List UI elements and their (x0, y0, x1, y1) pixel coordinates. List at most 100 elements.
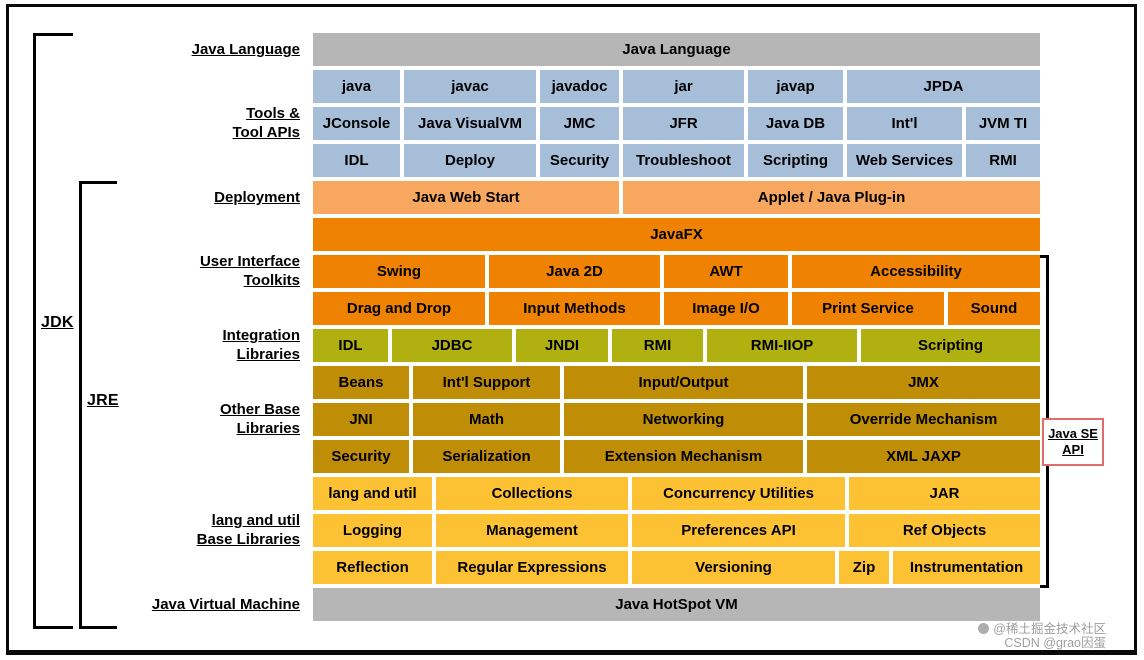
watermark-line-2: CSDN @grao因蛋 (978, 636, 1106, 650)
section-label-line: Java Virtual Machine (151, 596, 300, 613)
section-label-line: Libraries (236, 346, 300, 363)
block-collections: Collections (436, 477, 628, 510)
grid-row-tools-monitoring: JConsole Java VisualVM JMC JFR Java DB Int'l J… (313, 107, 1040, 140)
block-jar: jar (623, 70, 744, 103)
java-se-api-line-1: Java SE (1048, 426, 1098, 441)
block-swing: Swing (313, 255, 485, 288)
block-input-methods: Input Methods (489, 292, 660, 325)
section-label-line: Tools & (246, 105, 300, 122)
block-awt: AWT (664, 255, 788, 288)
block-logging: Logging (313, 514, 432, 547)
block-jndi: JNDI (516, 329, 608, 362)
section-label-line: Deployment (214, 189, 300, 206)
watermark-text-juejin: @稀土掘金技术社区 (993, 622, 1106, 636)
section-label-line: User Interface (199, 253, 300, 270)
grid-row-ui-toolkits-top: Swing Java 2D AWT Accessibility (313, 255, 1040, 288)
block-ref-objects: Ref Objects (849, 514, 1040, 547)
block-beans: Beans (313, 366, 409, 399)
block-javac: javac (404, 70, 536, 103)
block-java-hotspot-vm: Java HotSpot VM (313, 588, 1040, 621)
block-java-db: Java DB (748, 107, 843, 140)
block-versioning: Versioning (632, 551, 835, 584)
block-deploy: Deploy (404, 144, 536, 177)
block-troubleshoot: Troubleshoot (623, 144, 744, 177)
section-label-deployment: Deployment (96, 188, 300, 207)
section-label-integration-libraries: Integration Libraries (96, 326, 301, 364)
grid-row-ui-toolkits-bottom: Drag and Drop Input Methods Image I/O Print… (313, 292, 1040, 325)
block-jmc: JMC (540, 107, 619, 140)
block-zip: Zip (839, 551, 889, 584)
block-rmi-iiop: RMI-IIOP (707, 329, 857, 362)
block-networking: Networking (564, 403, 803, 436)
section-label-tools-tool-apis: Tools & Tool APIs (96, 104, 301, 142)
block-jpda: JPDA (847, 70, 1040, 103)
block-print-service: Print Service (792, 292, 944, 325)
block-regular-expressions: Regular Expressions (436, 551, 628, 584)
section-label-line: Java Language (191, 41, 300, 58)
block-java-2d: Java 2D (489, 255, 660, 288)
grid-row-other-base-2: JNI Math Networking Override Mechanism (313, 403, 1040, 436)
section-label-line: lang and util (211, 512, 300, 529)
section-label-other-base-libraries: Other Base Libraries (96, 400, 300, 438)
block-instrumentation: Instrumentation (893, 551, 1040, 584)
block-java: java (313, 70, 400, 103)
java-se-api-label: Java SE API (1042, 418, 1104, 466)
grid-row-lang-util-1: lang and util Collections Concurrency Util… (313, 477, 1040, 510)
section-label-line: Tool APIs (232, 124, 301, 141)
block-scripting: Scripting (861, 329, 1040, 362)
block-web-services: Web Services (847, 144, 962, 177)
block-input-output: Input/Output (564, 366, 803, 399)
block-jfr: JFR (623, 107, 744, 140)
block-idl: IDL (313, 329, 388, 362)
java-se-api-line-2: API (1062, 442, 1084, 457)
block-java-visualvm: Java VisualVM (404, 107, 536, 140)
block-security: Security (313, 440, 409, 473)
section-label-java-language: Java Language (96, 40, 300, 59)
block-applet-java-plug-in: Applet / Java Plug-in (623, 181, 1040, 214)
jre-bracket (79, 181, 117, 629)
section-label-user-interface-toolkits: User Interface Toolkits (96, 252, 300, 290)
block-accessibility: Accessibility (792, 255, 1040, 288)
grid-row-tools-misc: IDL Deploy Security Troubleshoot Scripting We… (313, 144, 1040, 177)
block-java-language: Java Language (313, 33, 1040, 66)
watermark-text-csdn: CSDN @grao因蛋 (1004, 636, 1106, 650)
block-reflection: Reflection (313, 551, 432, 584)
block-management: Management (436, 514, 628, 547)
section-label-java-virtual-machine: Java Virtual Machine (96, 595, 300, 614)
grid-row-java-language: Java Language (313, 33, 1040, 66)
block-security: Security (540, 144, 619, 177)
block-sound: Sound (948, 292, 1040, 325)
grid-row-lang-util-2: Logging Management Preferences API Ref Obje… (313, 514, 1040, 547)
block-jdbc: JDBC (392, 329, 512, 362)
block-image-i-o: Image I/O (664, 292, 788, 325)
grid-row-other-base-1: Beans Int'l Support Input/Output JMX (313, 366, 1040, 399)
section-label-line: Other Base (219, 401, 300, 418)
block-jar: JAR (849, 477, 1040, 510)
block-jvm-ti: JVM TI (966, 107, 1040, 140)
grid-row-tools-commands: java javac javadoc jar javap JPDA (313, 70, 1040, 103)
block-rmi: RMI (612, 329, 703, 362)
block-preferences-api: Preferences API (632, 514, 845, 547)
block-rmi: RMI (966, 144, 1040, 177)
grid-row-java-hotspot-vm: Java HotSpot VM (313, 588, 1040, 621)
block-jconsole: JConsole (313, 107, 400, 140)
grid-row-other-base-3: Security Serialization Extension Mechanism… (313, 440, 1040, 473)
block-drag-and-drop: Drag and Drop (313, 292, 485, 325)
block-override-mechanism: Override Mechanism (807, 403, 1040, 436)
block-int-l: Int'l (847, 107, 962, 140)
block-idl: IDL (313, 144, 400, 177)
juejin-logo-icon (978, 623, 990, 634)
block-serialization: Serialization (413, 440, 560, 473)
section-label-lang-and-util-base-libraries: lang and util Base Libraries (96, 511, 300, 549)
block-math: Math (413, 403, 560, 436)
section-label-line: Toolkits (243, 272, 300, 289)
block-lang-and-util: lang and util (313, 477, 432, 510)
grid-row-javafx: JavaFX (313, 218, 1040, 251)
jdk-bracket (33, 33, 73, 629)
block-jmx: JMX (807, 366, 1040, 399)
block-scripting: Scripting (748, 144, 843, 177)
block-concurrency-utilities: Concurrency Utilities (632, 477, 845, 510)
jdk-label: JDK (41, 314, 74, 331)
jre-label: JRE (87, 392, 119, 409)
